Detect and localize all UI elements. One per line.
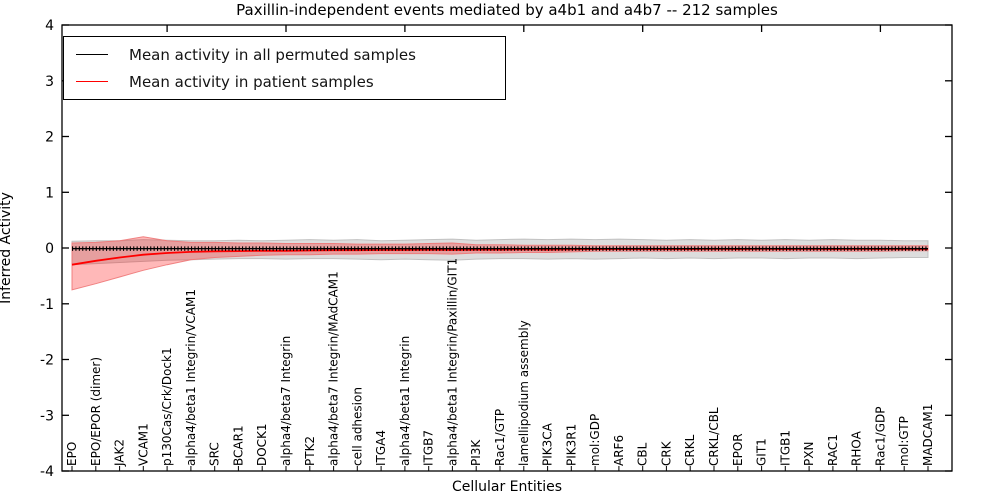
x-tick-label: RHOA bbox=[850, 430, 864, 466]
x-tick-label: PXN bbox=[802, 442, 816, 466]
x-tick-label: CRK bbox=[659, 440, 673, 466]
x-tick-label: RAC1 bbox=[826, 434, 840, 466]
patient-line-swatch bbox=[76, 81, 108, 82]
x-tick-label: MADCAM1 bbox=[921, 404, 935, 466]
x-tick-label: DOCK1 bbox=[255, 423, 269, 466]
x-tick-label: alpha4/beta1 Integrin/VCAM1 bbox=[184, 289, 198, 466]
y-tick-label: -2 bbox=[40, 353, 54, 369]
chart-title: Paxillin-independent events mediated by … bbox=[236, 1, 778, 19]
y-tick-label: -3 bbox=[40, 408, 54, 424]
y-tick-label: 3 bbox=[45, 74, 54, 90]
x-tick-label: cell adhesion bbox=[350, 387, 364, 466]
x-tick-label: ARF6 bbox=[612, 435, 626, 466]
x-tick-label: PIK3R1 bbox=[564, 424, 578, 466]
x-tick-label: GIT1 bbox=[755, 438, 769, 466]
x-axis-title: Cellular Entities bbox=[451, 479, 563, 495]
x-tick-label: lamellipodium assembly bbox=[517, 320, 531, 466]
x-tick-label: alpha4/beta1 Integrin bbox=[398, 336, 412, 466]
legend-box: Mean activity in all permuted samples Me… bbox=[63, 36, 506, 100]
x-tick-label: CRKL/CBL bbox=[707, 407, 721, 466]
legend-entry-permuted: Mean activity in all permuted samples bbox=[64, 43, 505, 67]
y-tick-label: 4 bbox=[45, 18, 54, 34]
y-tick-label: -1 bbox=[40, 297, 54, 313]
x-tick-label: p130Cas/Crk/Dock1 bbox=[160, 347, 174, 466]
legend-entry-patient: Mean activity in patient samples bbox=[64, 70, 505, 94]
legend-label-patient: Mean activity in patient samples bbox=[129, 72, 374, 91]
legend-label-permuted: Mean activity in all permuted samples bbox=[129, 45, 416, 64]
x-tick-label: mol:GTP bbox=[897, 416, 911, 466]
x-tick-label: ITGB1 bbox=[778, 430, 792, 466]
x-tick-label: EPO bbox=[65, 442, 79, 466]
y-tick-label: 1 bbox=[45, 185, 54, 201]
y-tick-label: 0 bbox=[45, 241, 54, 257]
x-tick-label: alpha4/beta7 Integrin/MAdCAM1 bbox=[327, 271, 341, 466]
x-tick-label: Rac1/GDP bbox=[873, 407, 887, 466]
x-tick-label: CBL bbox=[636, 442, 650, 466]
y-tick-label: 2 bbox=[45, 130, 54, 146]
x-tick-label: EPOR bbox=[731, 433, 745, 466]
x-tick-label: alpha4/beta7 Integrin bbox=[279, 336, 293, 466]
x-tick-label: PI3K bbox=[469, 439, 483, 466]
x-tick-label: PTK2 bbox=[303, 436, 317, 466]
x-tick-label: EPO/EPOR (dimer) bbox=[89, 357, 103, 466]
x-tick-label: ITGB7 bbox=[422, 430, 436, 466]
x-tick-label: VCAM1 bbox=[136, 423, 150, 466]
x-tick-label: ITGA4 bbox=[374, 430, 388, 466]
x-tick-label: SRC bbox=[208, 442, 222, 466]
x-tick-label: BCAR1 bbox=[231, 425, 245, 466]
x-tick-label: CRKL bbox=[683, 434, 697, 466]
y-axis-title: Inferred Activity bbox=[0, 192, 14, 304]
x-tick-label: Rac1/GTP bbox=[493, 409, 507, 466]
x-tick-label: mol:GDP bbox=[588, 414, 602, 466]
x-tick-label: PIK3CA bbox=[541, 422, 555, 466]
x-tick-label: alpha4/beta1 Integrin/Paxillin/GIT1 bbox=[445, 258, 459, 466]
x-tick-label: JAK2 bbox=[113, 439, 127, 467]
permuted-line-swatch bbox=[76, 54, 108, 55]
y-tick-label: -4 bbox=[40, 464, 54, 480]
